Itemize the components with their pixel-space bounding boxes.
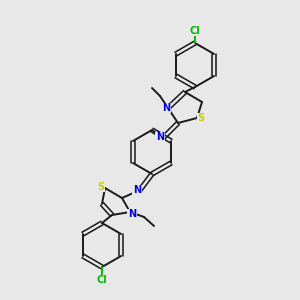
Text: Cl: Cl bbox=[190, 26, 200, 36]
Text: S: S bbox=[197, 113, 205, 123]
Text: Cl: Cl bbox=[97, 275, 107, 285]
Text: N: N bbox=[162, 103, 170, 113]
Text: N: N bbox=[133, 185, 141, 195]
Text: S: S bbox=[98, 182, 105, 192]
Text: N: N bbox=[128, 209, 136, 219]
Text: N: N bbox=[156, 132, 164, 142]
